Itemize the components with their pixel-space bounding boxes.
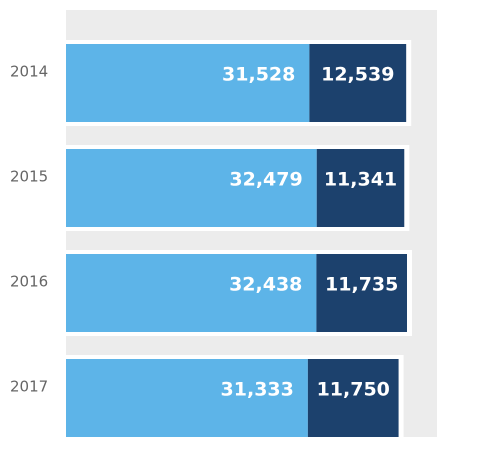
value-label: 31,333 bbox=[221, 379, 294, 401]
bar-segment bbox=[316, 254, 407, 332]
value-label: 11,341 bbox=[324, 169, 397, 191]
bar-segment bbox=[309, 44, 407, 122]
bar-segment bbox=[66, 149, 317, 227]
year-label: 2015 bbox=[10, 168, 48, 186]
value-label: 32,438 bbox=[229, 274, 302, 296]
year-label: 2017 bbox=[10, 378, 48, 396]
value-label: 11,750 bbox=[317, 379, 390, 401]
bar-segment bbox=[316, 149, 405, 227]
value-label: 31,528 bbox=[222, 64, 295, 86]
bar-segment bbox=[66, 359, 308, 437]
value-label: 32,479 bbox=[229, 169, 302, 191]
bar-segment bbox=[66, 44, 310, 122]
value-label: 12,539 bbox=[321, 64, 394, 86]
year-label: 2014 bbox=[10, 63, 48, 81]
year-label: 2016 bbox=[10, 273, 48, 291]
value-label: 11,735 bbox=[325, 274, 398, 296]
bar-segment bbox=[307, 359, 399, 437]
bar-segment bbox=[66, 254, 317, 332]
